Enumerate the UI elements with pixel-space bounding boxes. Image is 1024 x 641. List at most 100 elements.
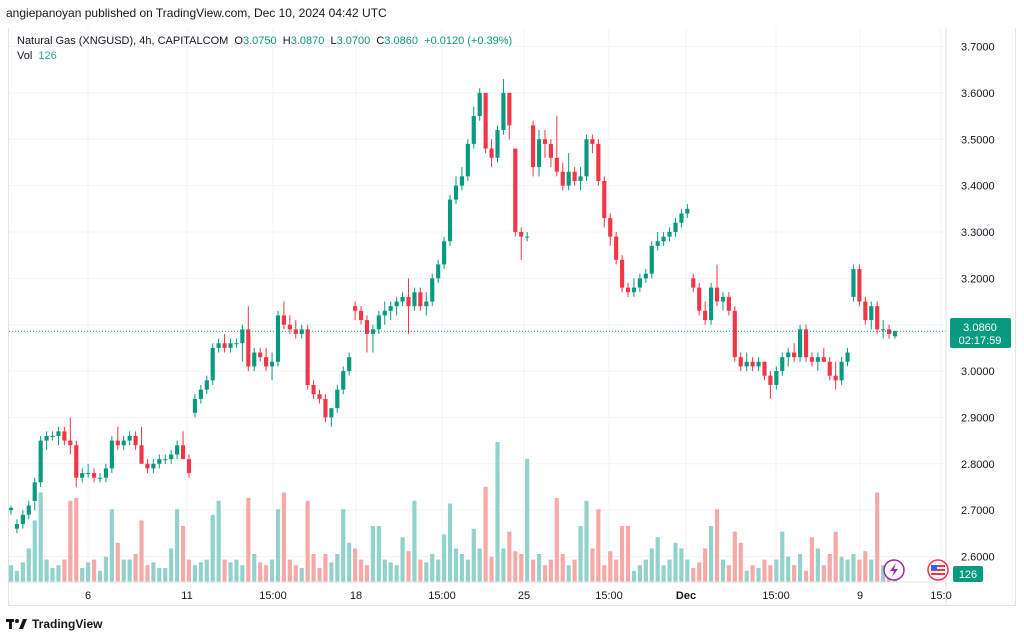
candle-body[interactable] [572, 171, 577, 181]
candle-body[interactable] [400, 296, 405, 302]
candle-body[interactable] [709, 287, 714, 321]
candle-body[interactable] [620, 259, 625, 288]
candle-body[interactable] [519, 231, 524, 237]
candle-body[interactable] [732, 310, 737, 358]
candle-body[interactable] [631, 287, 637, 293]
candle-body[interactable] [20, 514, 25, 525]
lightning-icon[interactable] [883, 559, 905, 581]
candle-body[interactable] [797, 329, 803, 358]
candle-body[interactable] [97, 477, 103, 479]
candle-body[interactable] [192, 398, 197, 413]
candle-body[interactable] [287, 324, 292, 330]
candle-body[interactable] [299, 329, 304, 334]
candle-body[interactable] [821, 357, 826, 362]
candle-body[interactable] [596, 143, 601, 181]
candle-body[interactable] [714, 287, 720, 302]
candle-body[interactable] [453, 185, 459, 200]
candle-body[interactable] [803, 329, 809, 358]
candle-body[interactable] [44, 435, 49, 441]
candle-body[interactable] [38, 440, 43, 483]
candle-body[interactable] [163, 459, 168, 461]
candle-body[interactable] [661, 236, 666, 242]
candle-body[interactable] [246, 329, 251, 367]
candle-body[interactable] [86, 473, 91, 475]
candle-body[interactable] [726, 296, 731, 311]
candle-body[interactable] [477, 92, 482, 117]
candle-body[interactable] [234, 343, 239, 345]
candle-body[interactable] [691, 278, 696, 288]
candle-body[interactable] [139, 445, 144, 464]
candle-body[interactable] [364, 320, 370, 334]
candle-body[interactable] [228, 343, 233, 348]
candle-body[interactable] [412, 292, 417, 307]
candle-body[interactable] [548, 143, 553, 158]
candle-body[interactable] [809, 357, 815, 362]
candle-body[interactable] [673, 222, 678, 232]
candle-body[interactable] [329, 408, 334, 418]
flag-icon[interactable] [927, 559, 949, 581]
candle-body[interactable] [216, 343, 221, 348]
candle-body[interactable] [91, 473, 97, 478]
candle-body[interactable] [115, 440, 120, 446]
candle-body[interactable] [815, 357, 820, 362]
candle-body[interactable] [275, 315, 281, 362]
candle-body[interactable] [436, 264, 441, 279]
candle-body[interactable] [869, 306, 874, 321]
candle-body[interactable] [127, 435, 132, 441]
candle-body[interactable] [388, 306, 393, 311]
candle-body[interactable] [133, 435, 138, 446]
candle-body[interactable] [56, 431, 61, 436]
candle-body[interactable] [608, 218, 613, 237]
candle-body[interactable] [347, 357, 352, 372]
candle-body[interactable] [839, 361, 844, 381]
candle-body[interactable] [857, 269, 862, 302]
symbol-label[interactable]: Natural Gas (XNGUSD), 4h, CAPITALCOM [17, 35, 229, 47]
candle-body[interactable] [501, 92, 506, 130]
candle-body[interactable] [578, 176, 583, 181]
candle-body[interactable] [240, 329, 245, 344]
candle-body[interactable] [768, 375, 773, 385]
candle-body[interactable] [305, 329, 310, 385]
candle-body[interactable] [151, 463, 156, 469]
candle-body[interactable] [602, 180, 607, 219]
candle-body[interactable] [542, 139, 548, 144]
candle-body[interactable] [269, 361, 275, 367]
candle-body[interactable] [697, 287, 702, 311]
candle-body[interactable] [62, 431, 67, 441]
candle-body[interactable] [851, 269, 856, 297]
candle-body[interactable] [643, 273, 648, 279]
candle-body[interactable] [566, 171, 571, 186]
candle-body[interactable] [80, 473, 85, 478]
candle-body[interactable] [103, 468, 109, 478]
candle-body[interactable] [536, 139, 542, 168]
candle-body[interactable] [614, 236, 619, 260]
candle-body[interactable] [738, 357, 743, 367]
candle-body[interactable] [590, 139, 595, 144]
candle-body[interactable] [358, 310, 364, 321]
candle-body[interactable] [50, 435, 55, 437]
candle-body[interactable] [507, 92, 512, 126]
candle-body[interactable] [430, 278, 435, 302]
candle-body[interactable] [845, 352, 850, 362]
candle-body[interactable] [335, 389, 340, 409]
candle-body[interactable] [744, 361, 749, 367]
candle-body[interactable] [353, 306, 358, 311]
candle-body[interactable] [525, 236, 530, 238]
candle-body[interactable] [252, 352, 257, 367]
candle-body[interactable] [145, 463, 150, 469]
candle-body[interactable] [892, 331, 898, 337]
candle-body[interactable] [703, 310, 708, 321]
candle-body[interactable] [655, 241, 660, 246]
candle-body[interactable] [465, 143, 470, 177]
candle-body[interactable] [198, 389, 203, 399]
candle-body[interactable] [471, 116, 476, 144]
candle-body[interactable] [186, 459, 192, 474]
candle-body[interactable] [406, 296, 411, 307]
candle-body[interactable] [341, 371, 346, 390]
candle-body[interactable] [26, 505, 31, 515]
candle-body[interactable] [204, 380, 209, 390]
candle-body[interactable] [68, 440, 73, 446]
candle-body[interactable] [489, 148, 494, 158]
candle-body[interactable] [418, 292, 423, 307]
candle-body[interactable] [584, 139, 589, 177]
